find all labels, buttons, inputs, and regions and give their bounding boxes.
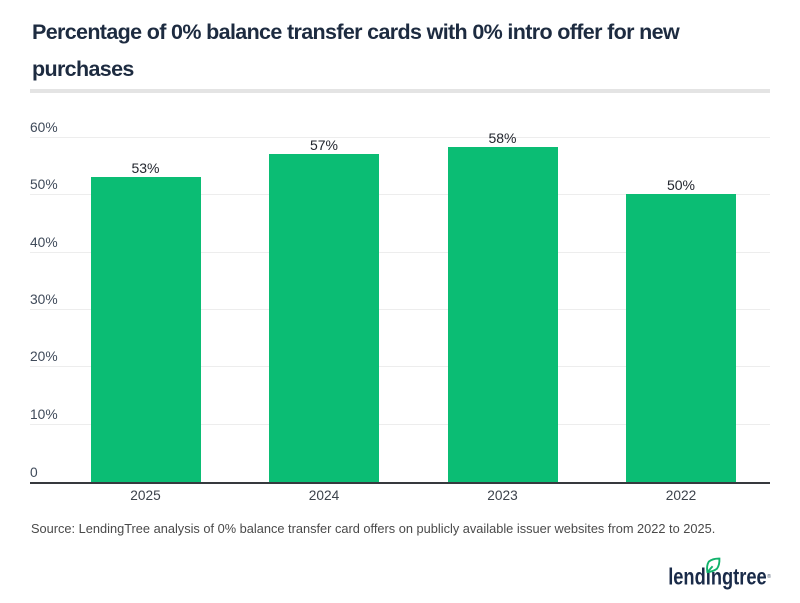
svg-text:®: ® <box>767 573 772 580</box>
